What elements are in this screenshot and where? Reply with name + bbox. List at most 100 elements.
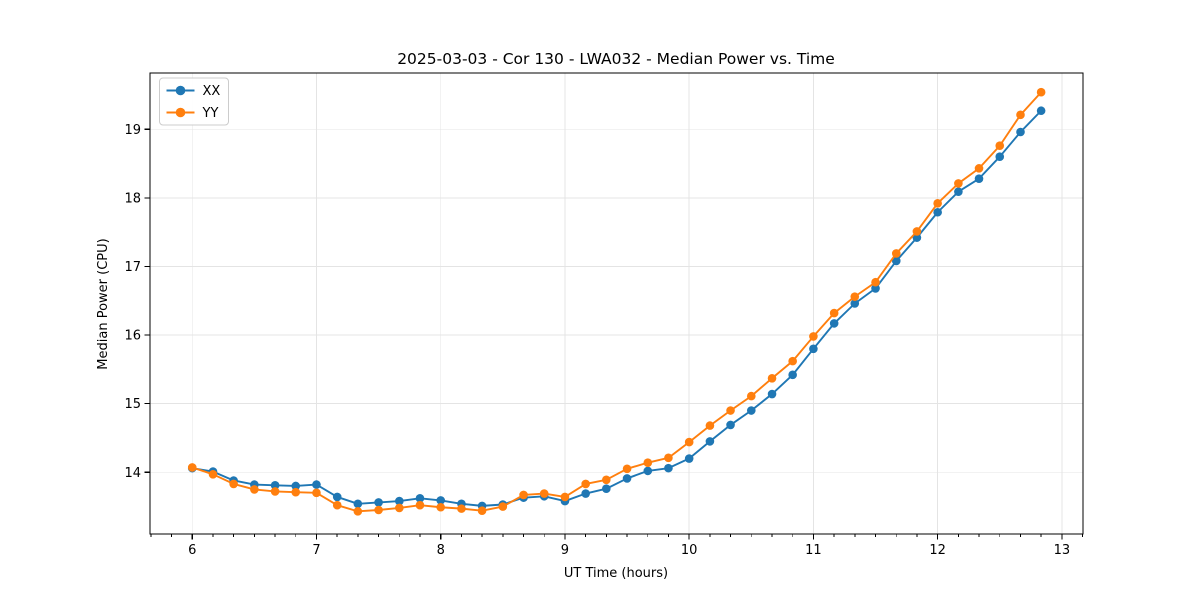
data-point-xx	[270, 480, 280, 490]
data-point-yy	[954, 179, 963, 188]
x-tick-label: 12	[929, 543, 946, 558]
data-point-yy	[395, 503, 404, 513]
axes-spines	[149, 72, 1084, 535]
series-layer	[187, 87, 1046, 516]
x-tick-label: 10	[681, 543, 698, 558]
data-point-yy	[312, 488, 321, 498]
legend: XX YY	[159, 77, 229, 126]
data-point-xx	[1036, 106, 1046, 116]
x-tick-label: 9	[561, 543, 569, 558]
data-point-yy	[788, 356, 797, 366]
data-point-xx	[436, 496, 446, 505]
data-point-yy	[705, 421, 715, 430]
data-point-yy	[560, 492, 570, 502]
data-point-yy	[581, 479, 590, 489]
data-point-xx	[933, 207, 942, 217]
y-tick-label: 15	[124, 397, 141, 412]
plot-frame	[149, 72, 1084, 535]
y-tick-label: 19	[124, 123, 141, 138]
y-tick-label: 14	[124, 466, 141, 481]
y-axis-label: Median Power (CPU)	[96, 238, 111, 369]
series-xx	[187, 106, 1046, 511]
grid-layer	[150, 73, 1083, 534]
data-point-xx	[767, 389, 777, 399]
legend-label-xx: XX	[203, 84, 221, 99]
data-point-xx	[1016, 127, 1025, 137]
data-point-yy	[622, 464, 632, 474]
data-point-xx	[664, 463, 673, 473]
data-point-yy	[850, 292, 860, 301]
data-point-xx	[705, 437, 715, 446]
data-point-yy	[208, 470, 218, 479]
x-tick-label: 11	[805, 543, 822, 558]
series-line-xx	[192, 110, 1042, 507]
data-point-xx	[291, 481, 301, 491]
data-point-xx	[974, 174, 984, 183]
data-point-yy	[1016, 110, 1025, 120]
x-tick-label: 8	[437, 543, 445, 558]
data-point-yy	[891, 249, 901, 258]
data-point-yy	[270, 487, 280, 496]
data-point-yy	[229, 479, 238, 489]
data-point-xx	[871, 284, 880, 293]
data-point-yy	[1036, 87, 1046, 97]
data-point-yy	[746, 391, 756, 401]
x-tick-label: 7	[312, 543, 320, 558]
data-point-yy	[374, 505, 383, 515]
data-point-xx	[912, 233, 922, 242]
data-point-xx	[312, 480, 321, 489]
data-point-xx	[850, 299, 860, 308]
data-point-yy	[809, 332, 818, 341]
data-point-yy	[477, 506, 487, 515]
data-point-yy	[498, 502, 508, 511]
data-point-yy	[767, 373, 777, 383]
x-tick-label: 6	[188, 543, 196, 558]
legend-marker	[175, 85, 186, 96]
data-point-yy	[187, 463, 197, 472]
data-point-yy	[457, 504, 466, 513]
legend-label-yy: YY	[202, 106, 219, 121]
data-point-xx	[581, 489, 590, 498]
x-axis-label: UT Time (hours)	[564, 566, 668, 581]
data-point-xx	[746, 406, 756, 415]
data-point-yy	[436, 502, 446, 512]
data-point-xx	[622, 474, 632, 483]
data-point-yy	[415, 500, 425, 510]
data-point-yy	[995, 141, 1005, 151]
data-point-yy	[353, 507, 363, 516]
y-tick-label: 18	[124, 191, 141, 206]
data-point-yy	[602, 475, 611, 485]
data-point-xx	[332, 492, 342, 502]
data-point-xx	[353, 499, 363, 509]
data-point-yy	[871, 277, 880, 287]
data-point-yy	[539, 489, 549, 498]
series-line-yy	[191, 91, 1042, 513]
data-point-yy	[829, 308, 839, 318]
data-point-xx	[395, 496, 404, 506]
data-point-xx	[726, 420, 735, 430]
data-point-yy	[291, 487, 301, 497]
data-point-yy	[933, 199, 942, 208]
chart-title: 2025-03-03 - Cor 130 - LWA032 - Median P…	[397, 50, 835, 68]
y-tick-label: 16	[124, 329, 141, 344]
data-point-yy	[726, 406, 735, 415]
data-point-xx	[891, 256, 901, 266]
y-tick-label: 17	[124, 260, 141, 275]
series-yy	[187, 87, 1046, 516]
legend-marker	[175, 107, 186, 118]
tick-layer: 6 7 8 9 10 11 12 13 14 15 16 17 18 19	[124, 123, 1084, 558]
data-point-yy	[974, 164, 984, 173]
data-point-xx	[374, 498, 383, 507]
data-point-xx	[809, 344, 818, 354]
data-point-xx	[788, 370, 797, 380]
data-point-yy	[643, 458, 653, 467]
data-point-xx	[829, 319, 839, 328]
data-point-xx	[954, 187, 963, 196]
data-point-yy	[250, 485, 259, 494]
data-point-xx	[995, 152, 1005, 161]
data-point-xx	[602, 484, 611, 494]
data-point-xx	[643, 466, 653, 476]
data-point-yy	[912, 227, 922, 236]
data-point-yy	[332, 500, 342, 510]
